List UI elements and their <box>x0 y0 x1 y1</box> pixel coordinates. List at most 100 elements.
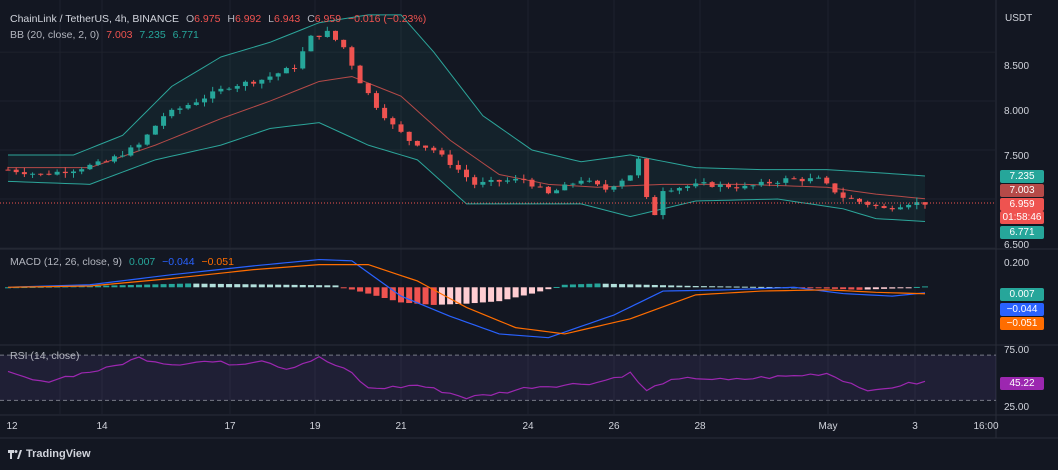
open-label: O <box>185 13 195 25</box>
macd-histogram-bar <box>307 285 314 288</box>
candle <box>791 178 797 180</box>
macd-histogram-bar <box>684 285 691 288</box>
rsi-tick: 25.00 <box>1004 402 1030 413</box>
macd-histogram-bar <box>840 287 847 290</box>
macd-histogram-bar <box>447 287 454 305</box>
candle <box>521 178 527 180</box>
candle <box>595 180 600 185</box>
bb-legend: BB (20, close, 2, 0) 7.003 7.235 6.771 <box>10 29 203 41</box>
candle <box>914 202 920 205</box>
candle <box>750 185 756 187</box>
macd-histogram-bar <box>537 287 544 292</box>
candle <box>848 197 854 199</box>
candle <box>316 35 322 37</box>
candle <box>423 145 429 148</box>
candle <box>259 79 265 84</box>
candle <box>578 180 584 184</box>
macd-histogram-bar <box>406 287 413 304</box>
candle <box>341 39 347 48</box>
candle <box>21 172 27 175</box>
candle <box>545 186 551 194</box>
macd-histogram-bar <box>217 283 224 288</box>
tradingview-label: TradingView <box>26 448 91 460</box>
macd-histogram-bar <box>414 287 421 304</box>
x-tick: 26 <box>608 421 620 432</box>
candle <box>333 30 338 40</box>
candle <box>922 202 928 205</box>
macd-histogram-bar <box>553 286 560 288</box>
macd-histogram-bar <box>594 283 601 288</box>
candle <box>816 177 822 179</box>
macd-histogram-bar <box>872 287 879 290</box>
candle <box>292 68 298 70</box>
macd-histogram-bar <box>496 287 503 302</box>
macd-histogram-bar <box>676 285 683 288</box>
macd-histogram-bar <box>291 284 298 288</box>
high-label: H <box>227 13 235 25</box>
candle <box>87 164 93 170</box>
macd-histogram-bar <box>520 287 527 296</box>
macd-histogram-bar <box>463 287 470 304</box>
tradingview-brand[interactable]: TradingView <box>8 448 91 460</box>
macd-histogram-bar <box>119 285 126 288</box>
candle <box>242 81 248 87</box>
x-tick: 16:00 <box>973 421 999 432</box>
candle <box>38 173 44 175</box>
macd-histogram-bar <box>545 287 552 290</box>
candle <box>488 179 494 182</box>
candle <box>185 104 191 109</box>
rsi-legend: RSI (14, close) <box>10 350 83 362</box>
macd-histogram-bar <box>848 287 855 290</box>
macd-histogram-bar <box>635 284 642 288</box>
macd-histogram-bar <box>176 283 183 288</box>
candle <box>308 35 314 52</box>
candle <box>324 30 330 37</box>
candle <box>382 107 388 119</box>
candle <box>685 186 691 189</box>
close-value: 6.959 <box>314 13 342 25</box>
candle <box>799 178 805 182</box>
candle <box>676 188 682 191</box>
macd-histogram-bar <box>709 286 716 288</box>
candle <box>177 108 183 110</box>
change-value: −0.016 (−0.23%) <box>348 13 427 25</box>
macd-histogram-bar <box>250 284 257 288</box>
candle <box>95 161 101 165</box>
candle <box>897 207 903 210</box>
candle <box>873 204 879 207</box>
macd-histogram-bar <box>512 287 519 298</box>
macd-histogram-bar <box>750 286 757 288</box>
candle <box>717 184 723 187</box>
macd-histogram-bar <box>864 287 871 290</box>
macd-histogram-bar <box>234 284 241 288</box>
macd-histogram-bar <box>209 283 216 288</box>
candle <box>554 190 560 194</box>
candle <box>513 178 519 181</box>
candle <box>202 98 207 103</box>
macd-histogram-bar <box>127 284 134 288</box>
candle <box>406 131 412 141</box>
price-tick: 8.000 <box>1004 106 1030 117</box>
macd-histogram-bar <box>529 287 535 294</box>
macd-histogram-bar <box>422 287 429 305</box>
macd-histogram-bar <box>365 287 372 294</box>
macd-histogram-bar <box>201 283 208 288</box>
candle <box>742 185 748 189</box>
high-value: 6.992 <box>234 13 262 25</box>
bb-upper-line <box>8 14 926 177</box>
candle <box>5 169 11 171</box>
candle <box>472 177 478 185</box>
macd-hist-pill: 0.007 <box>1000 288 1044 301</box>
macd-histogram-bar <box>168 283 175 288</box>
macd-histogram-bar <box>193 283 200 288</box>
macd-hist-value: 0.007 <box>128 256 156 268</box>
candle <box>537 186 543 188</box>
candle <box>906 204 912 208</box>
candle <box>398 124 404 132</box>
candle <box>603 184 609 190</box>
macd-histogram-bar <box>586 283 593 288</box>
macd-histogram-bar <box>831 287 838 289</box>
bb-basis-line <box>8 76 926 200</box>
macd-histogram-bar <box>316 285 323 288</box>
